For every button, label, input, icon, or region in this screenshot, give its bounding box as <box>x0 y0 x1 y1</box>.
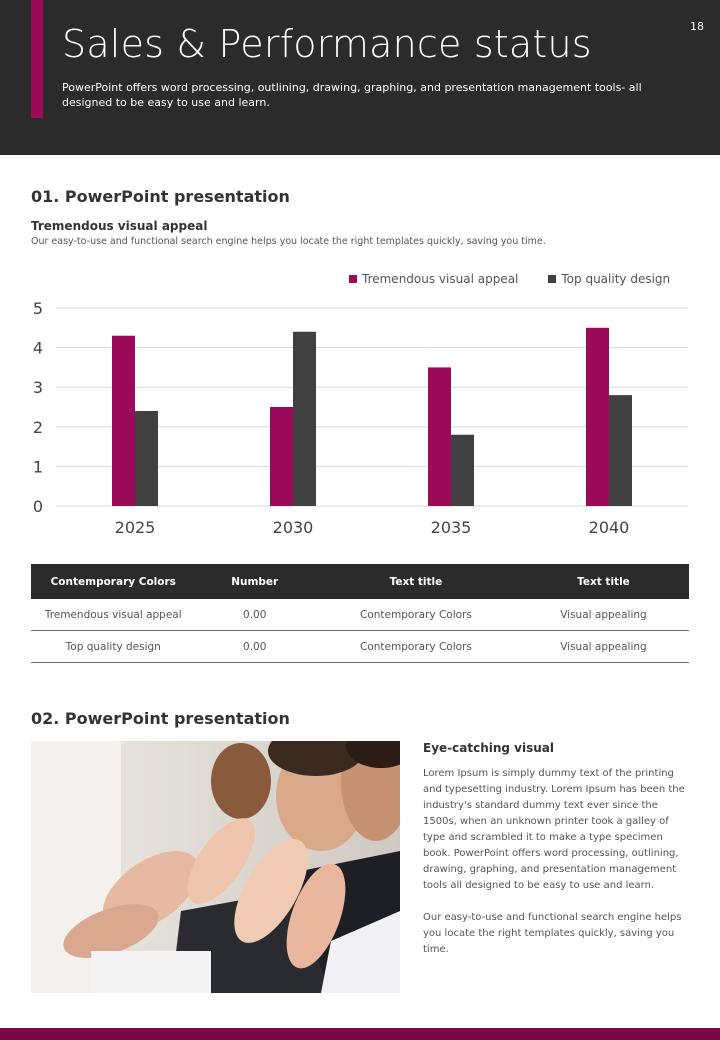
table-header-cell: Number <box>195 564 314 599</box>
table-cell: Tremendous visual appeal <box>31 599 196 631</box>
table-cell: Contemporary Colors <box>313 630 518 663</box>
section2-heading: 02. PowerPoint presentation <box>31 709 290 728</box>
bar-series1 <box>270 407 293 506</box>
page-number: 18 <box>690 20 704 33</box>
section1-description: Our easy-to-use and functional search en… <box>31 236 546 247</box>
table-cell: Top quality design <box>31 630 196 663</box>
bar-chart: 0 1 2 3 4 5 2025 2030 2035 2040 <box>33 299 688 537</box>
legend-item-series2: Top quality design <box>548 272 670 286</box>
page-subtitle: PowerPoint offers word processing, outli… <box>62 81 642 109</box>
table-header-cell: Contemporary Colors <box>31 564 196 599</box>
legend-label-series2: Top quality design <box>561 272 671 286</box>
clapping-audience-photo <box>31 741 400 993</box>
x-tick-label: 2025 <box>115 518 156 537</box>
legend-swatch-series1 <box>349 275 357 283</box>
footer-bar <box>0 1028 720 1040</box>
section1-heading: 01. PowerPoint presentation <box>31 187 290 206</box>
side-title: Eye-catching visual <box>423 741 554 755</box>
y-tick-label: 4 <box>33 339 43 358</box>
table-header-row: Contemporary Colors Number Text title Te… <box>31 564 689 599</box>
bar-series1 <box>586 327 609 506</box>
table-cell: Visual appealing <box>517 630 689 663</box>
table-row: Top quality design 0.00 Contemporary Col… <box>31 630 689 663</box>
x-tick-label: 2040 <box>589 518 630 537</box>
table-cell: 0.00 <box>195 630 314 663</box>
legend-swatch-series2 <box>548 275 557 283</box>
table-header-cell: Text title <box>517 564 689 599</box>
table-header-cell: Text title <box>313 564 518 599</box>
y-tick-label: 1 <box>33 457 43 476</box>
side-paragraph-2: Our easy-to-use and functional search en… <box>423 912 682 955</box>
bar-series1 <box>428 367 451 506</box>
side-body: Lorem Ipsum is simply dummy text of the … <box>423 766 691 974</box>
y-tick-label: 0 <box>33 497 43 516</box>
y-tick-label: 3 <box>33 378 43 397</box>
x-tick-label: 2035 <box>431 518 472 537</box>
y-tick-label: 2 <box>33 418 43 437</box>
table-row: Tremendous visual appeal 0.00 Contempora… <box>31 599 689 631</box>
section1-subheading: Tremendous visual appeal <box>31 219 208 233</box>
chart-legend: Tremendous visual appeal Top quality des… <box>349 272 670 286</box>
legend-item-series1: Tremendous visual appeal <box>349 272 518 286</box>
data-table: Contemporary Colors Number Text title Te… <box>31 564 689 663</box>
table-cell: Contemporary Colors <box>313 599 518 631</box>
bar-series2 <box>451 434 474 506</box>
header-banner: 18 Sales & Performance status PowerPoint… <box>0 0 720 155</box>
bar-series2 <box>135 410 158 506</box>
side-paragraph-1: Lorem Ipsum is simply dummy text of the … <box>423 768 685 891</box>
bar-series2 <box>609 395 632 506</box>
legend-label-series1: Tremendous visual appeal <box>362 272 519 286</box>
page-title: Sales & Performance status <box>62 22 592 66</box>
header-accent-bar <box>31 0 43 118</box>
table-cell: 0.00 <box>195 599 314 631</box>
y-tick-label: 5 <box>33 299 43 318</box>
bar-series1 <box>112 335 135 506</box>
table-cell: Visual appealing <box>517 599 689 631</box>
x-tick-label: 2030 <box>273 518 314 537</box>
bar-series2 <box>293 331 316 506</box>
